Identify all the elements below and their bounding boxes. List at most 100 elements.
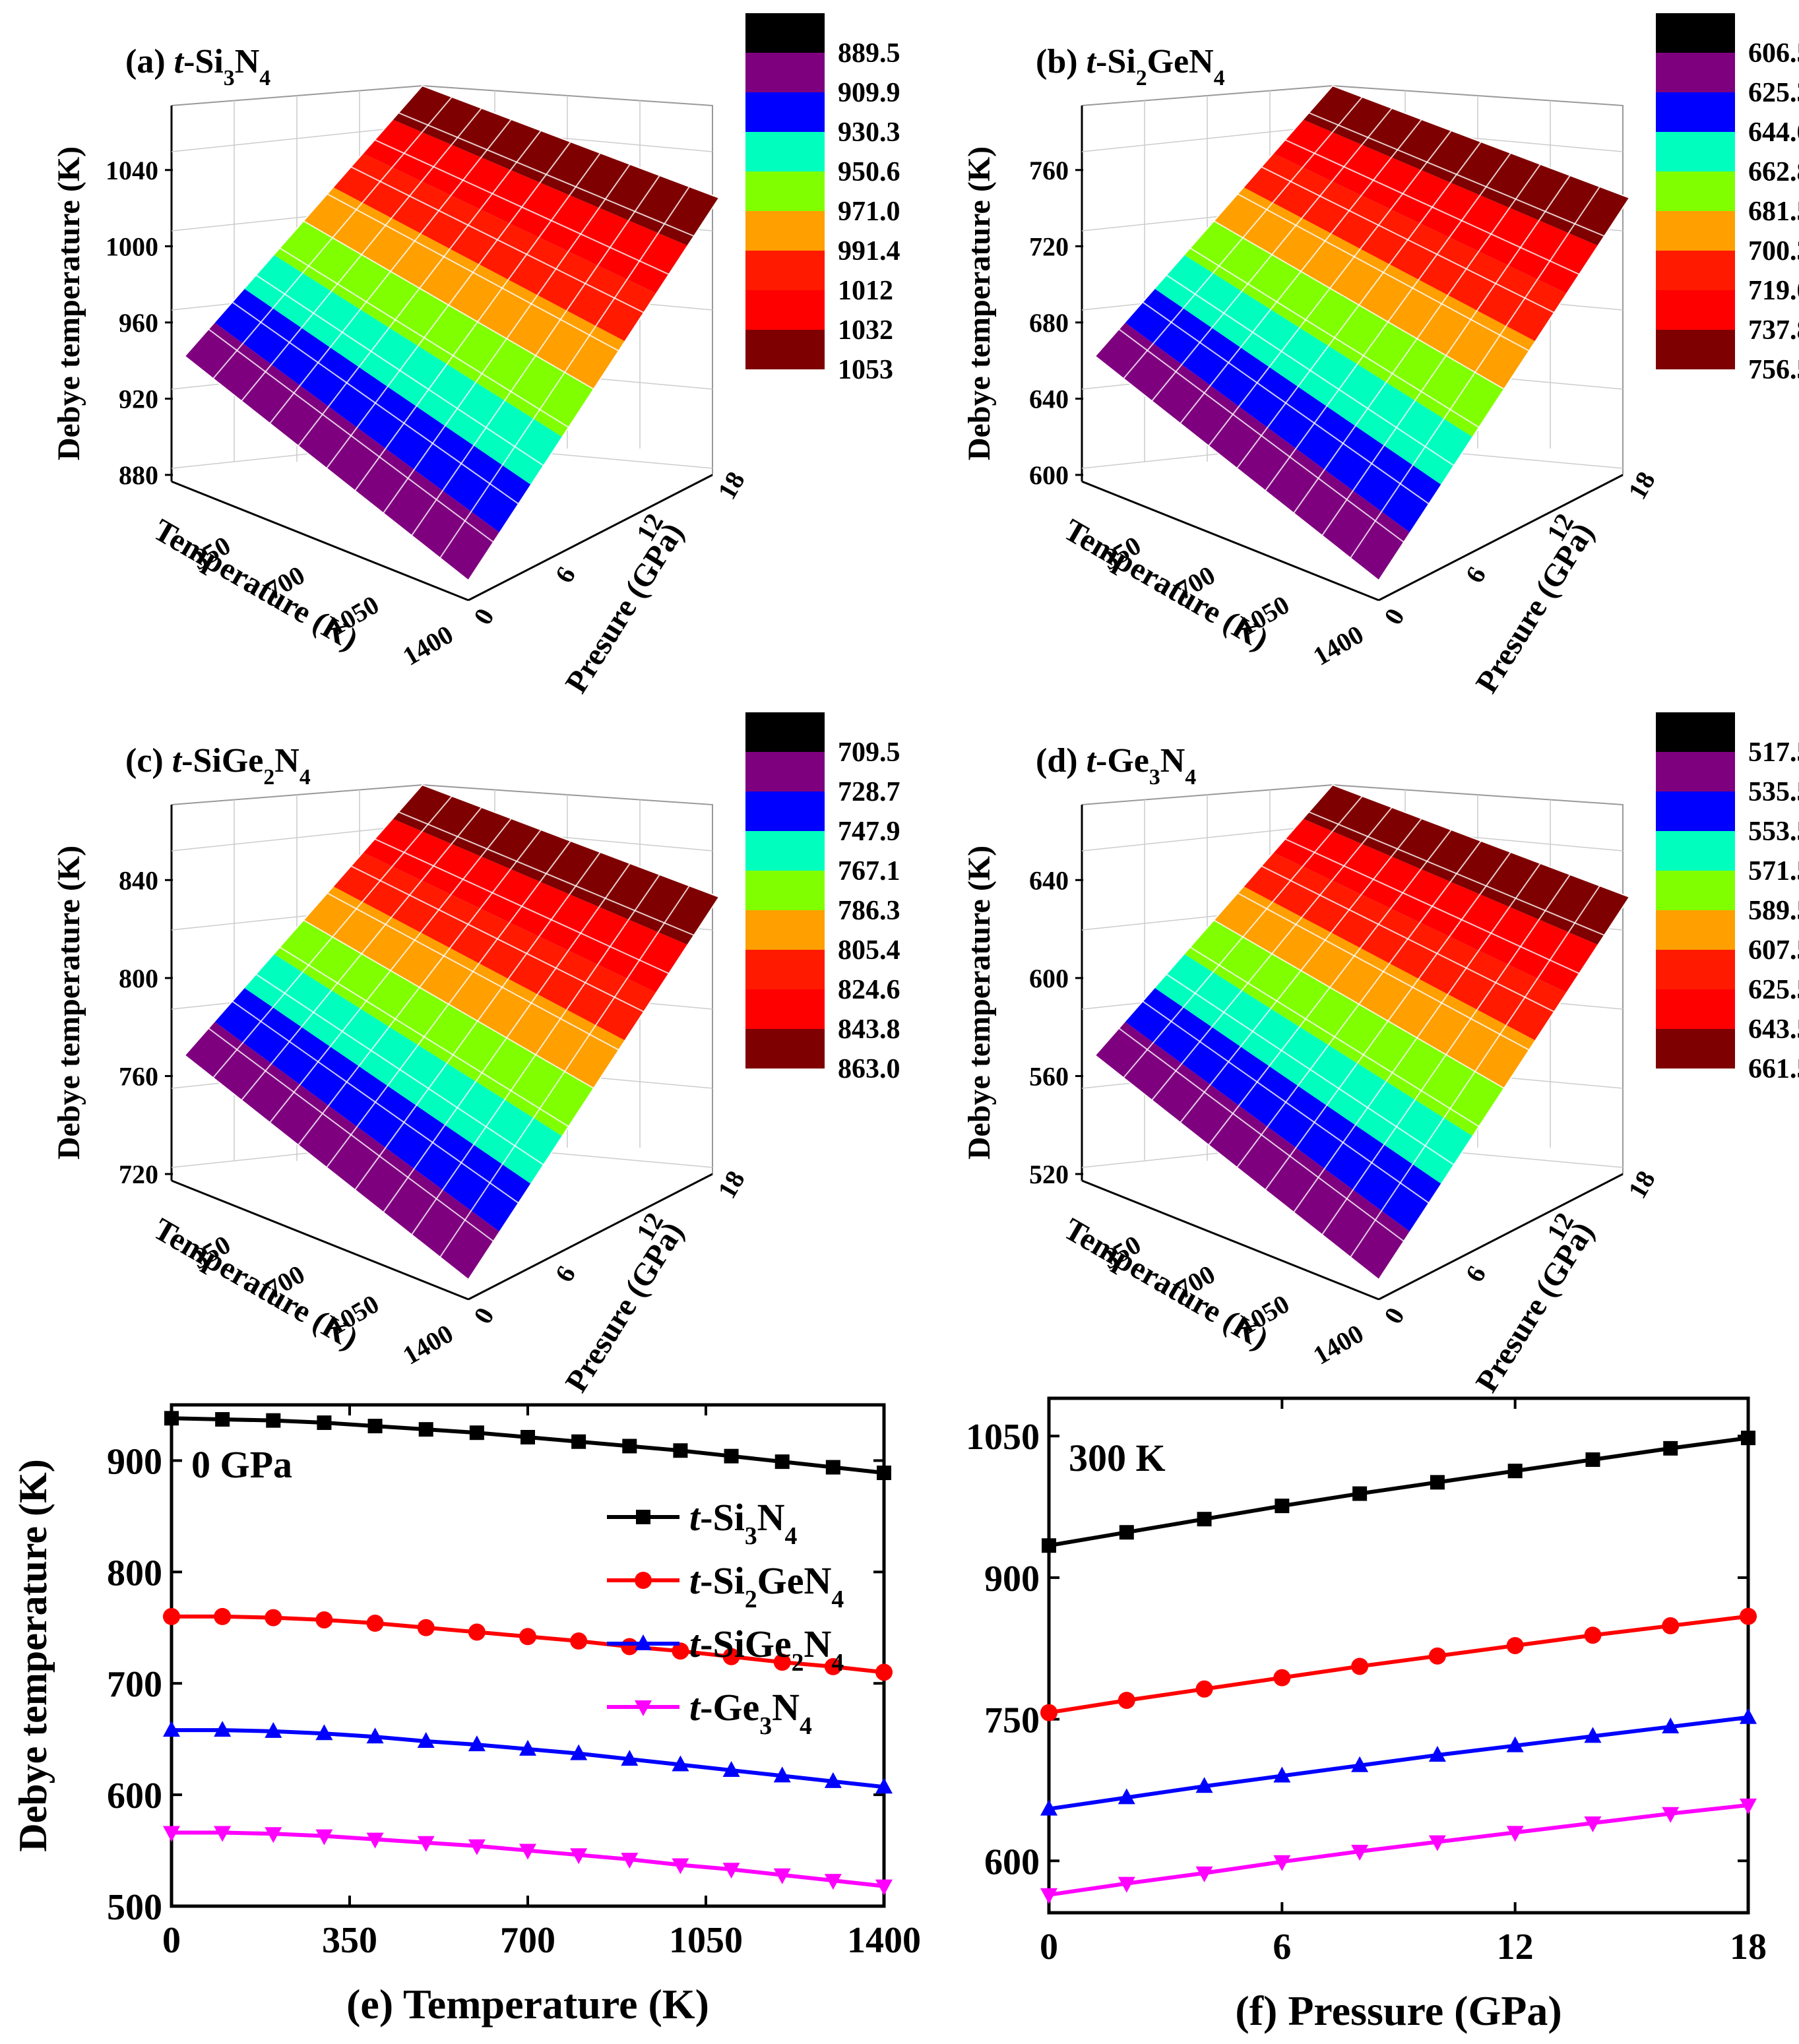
data-point — [875, 1778, 893, 1794]
surface-band — [1095, 1021, 1410, 1280]
data-point — [635, 1700, 652, 1716]
legend-label: t-SiGe2N4 — [689, 1623, 844, 1677]
colorbar-swatch — [745, 251, 825, 290]
data-point — [214, 1721, 232, 1737]
colorbar-label: 728.7 — [838, 777, 900, 807]
chart-annotation: 300 K — [1069, 1437, 1166, 1479]
colorbar-swatch — [1656, 290, 1735, 330]
surface-band — [1303, 86, 1629, 246]
data-point — [1195, 1777, 1213, 1793]
y-tick-label: 18 — [712, 1165, 751, 1203]
surface-wire — [439, 186, 690, 559]
y-axis-title: Debye temperature (K) — [11, 1459, 55, 1851]
z-tick-label: 600 — [1029, 460, 1069, 490]
data-point — [265, 1827, 282, 1843]
data-point — [417, 1836, 435, 1852]
colorbar-swatch — [745, 871, 825, 910]
x-axis-line — [1081, 1179, 1379, 1301]
y-tick-label: 900 — [107, 1441, 162, 1482]
y-tick-label: 18 — [712, 466, 751, 504]
surface-band — [363, 119, 688, 294]
colorbar-label: 889.5 — [838, 38, 900, 69]
y-tick-label: 0 — [1378, 604, 1410, 630]
data-point — [622, 1439, 637, 1454]
z-axis-title: Debye temperature (K) — [51, 146, 86, 460]
y-tick-label: 18 — [1622, 466, 1661, 504]
colorbar-swatch — [1656, 989, 1735, 1029]
x-tick-label: 1400 — [398, 1318, 458, 1371]
z-tick-label: 840 — [119, 865, 158, 895]
colorbar-swatch — [1656, 831, 1735, 871]
legend-label: t-Si2GeN4 — [689, 1559, 844, 1613]
data-point — [163, 1607, 180, 1625]
colorbar-swatch — [745, 211, 825, 251]
colorbar-swatch — [745, 752, 825, 791]
surface-band — [1154, 954, 1473, 1184]
surface-band — [1303, 785, 1629, 945]
data-point — [163, 1826, 180, 1842]
colorbar-swatch — [745, 132, 825, 171]
data-point — [1428, 1835, 1446, 1851]
x-tick-label: 18 — [1730, 1927, 1767, 1967]
z-axis-title: Debye temperature (K) — [962, 846, 997, 1160]
surface-outline — [183, 784, 720, 1281]
data-point — [315, 1611, 333, 1628]
z-tick-label: 560 — [1029, 1061, 1069, 1091]
colorbar-swatch — [1656, 211, 1735, 251]
colorbar-label: 553.5 — [1748, 817, 1799, 847]
z-tick-label: 600 — [1029, 964, 1069, 993]
data-point — [635, 1572, 652, 1589]
z-tick-label: 880 — [119, 460, 158, 490]
surface-band — [185, 322, 500, 580]
data-point — [418, 1422, 433, 1437]
data-point — [366, 1832, 384, 1849]
data-point — [164, 1411, 179, 1426]
colorbar-label: 589.5 — [1748, 896, 1799, 926]
colorbar-label: 1032 — [838, 315, 893, 346]
surface-wire — [350, 166, 645, 313]
colorbar-label: 767.1 — [838, 856, 900, 886]
data-point — [1273, 1669, 1291, 1687]
colorbar-label: 607.5 — [1748, 935, 1799, 966]
y-tick-label: 800 — [107, 1553, 162, 1594]
colorbar-swatch — [745, 92, 825, 132]
surface-band — [244, 954, 563, 1184]
surface-band — [214, 288, 531, 533]
y-tick-label: 900 — [984, 1559, 1040, 1599]
chart-annotation: 0 GPa — [191, 1443, 292, 1486]
z-tick-label: 680 — [1029, 308, 1069, 338]
panel-title-b: (b) t-Si2GeN4 — [1036, 43, 1225, 90]
y-tick-label: 600 — [107, 1776, 162, 1816]
surface-wire — [1321, 175, 1571, 536]
y-tick-label: 6 — [1459, 1260, 1492, 1287]
surface-band — [363, 819, 688, 993]
y-tick-label: 0 — [1378, 1303, 1410, 1329]
surface-band — [274, 920, 594, 1136]
z-tick-label: 960 — [119, 308, 158, 338]
data-point — [1040, 1799, 1057, 1816]
surface-band — [1184, 920, 1504, 1136]
data-point — [1118, 1876, 1135, 1893]
data-point — [875, 1663, 893, 1681]
surface-wire — [1265, 152, 1511, 491]
surface-panel-b: 60064068072076035070010501400061218Debye… — [962, 13, 1799, 699]
data-point — [1195, 1866, 1213, 1882]
data-point — [519, 1843, 536, 1860]
colorbar-swatch — [1656, 712, 1735, 752]
colorbar-swatch — [745, 171, 825, 211]
colorbar-swatch — [745, 791, 825, 831]
surface-wire — [326, 141, 571, 469]
colorbar-swatch — [745, 13, 825, 53]
z-axis-title: Debye temperature (K) — [962, 146, 997, 460]
surface-wire — [1261, 865, 1555, 1012]
data-point — [722, 1760, 740, 1777]
data-point — [1663, 1440, 1678, 1456]
colorbar-label: 661.5 — [1748, 1054, 1799, 1084]
data-point — [1351, 1756, 1369, 1772]
x-tick-label: 6 — [1273, 1927, 1291, 1967]
series-line-t-Si2GeN4 — [1048, 1614, 1749, 1715]
x-axis-title: Temperature (K) — [1058, 512, 1275, 658]
data-point — [1352, 1486, 1368, 1501]
x-tick-label: 12 — [1497, 1927, 1534, 1967]
